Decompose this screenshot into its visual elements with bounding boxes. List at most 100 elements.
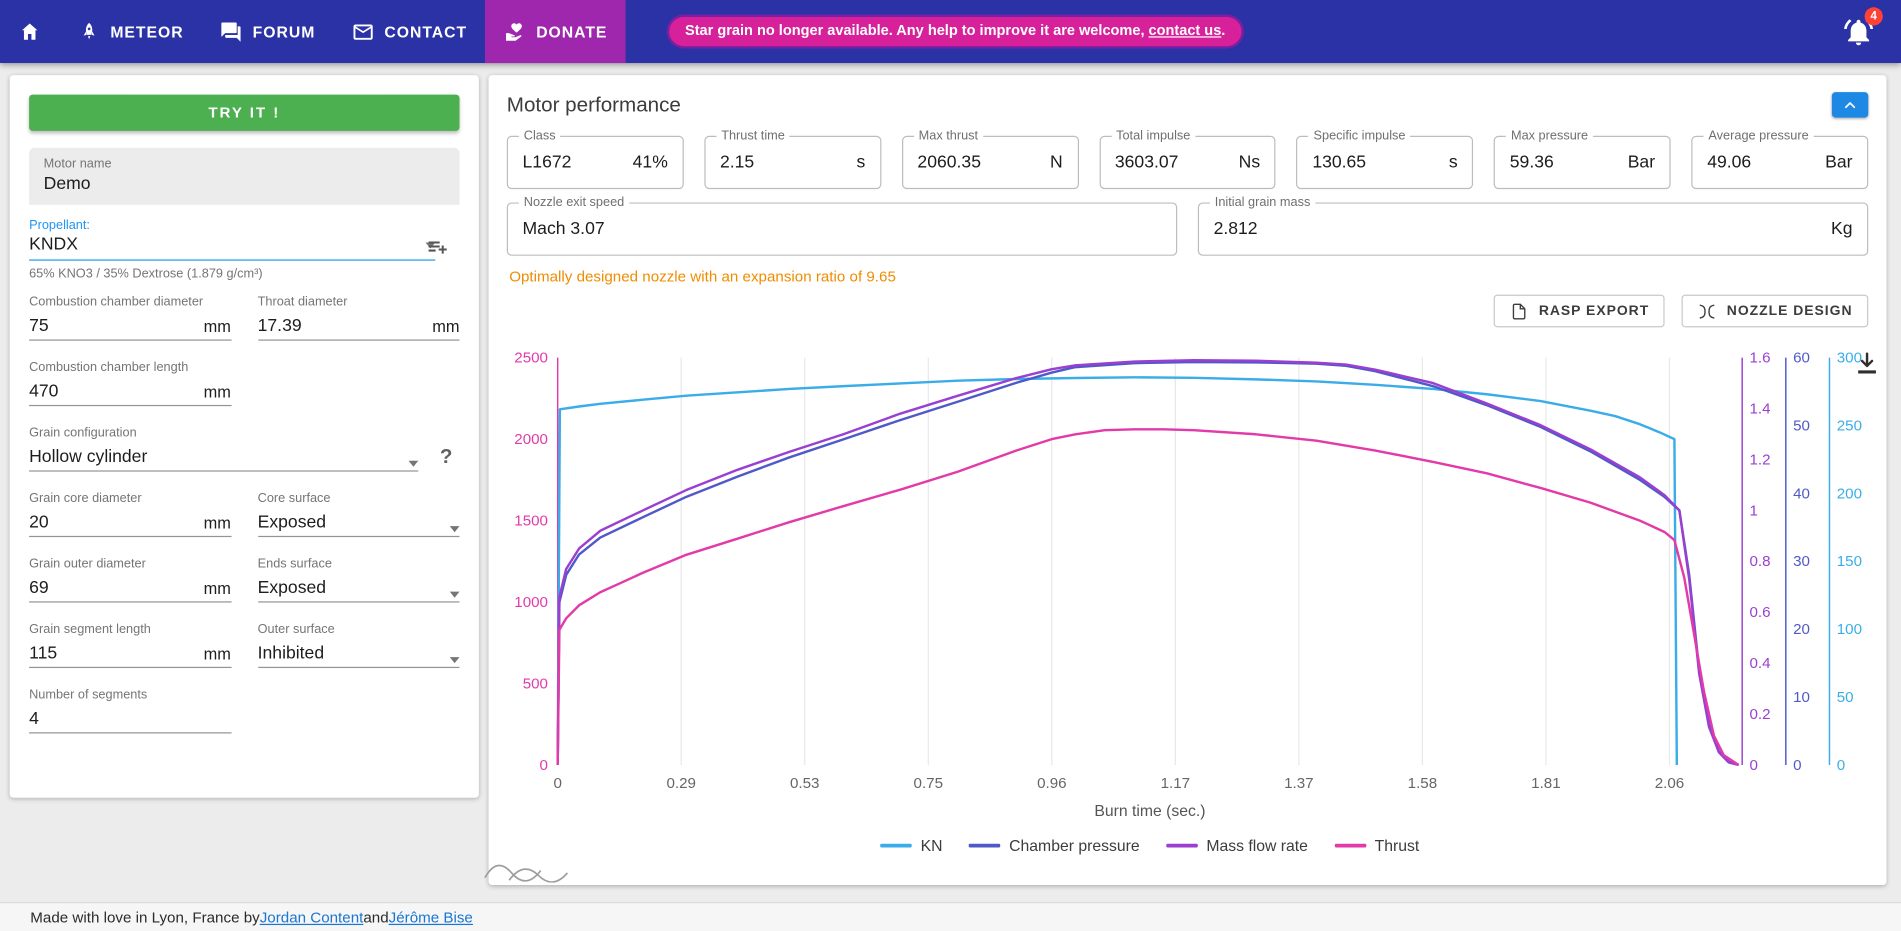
svg-text:1000: 1000 (514, 594, 548, 611)
field-value: L1672 (522, 152, 572, 173)
core-surface-select[interactable]: Core surface Exposed (257, 491, 460, 538)
field-value: 2.812 (1213, 219, 1258, 239)
perf-field-max-thrust: Max thrust 2060.35 N (901, 128, 1079, 190)
rasp-export-button[interactable]: RASP EXPORT (1493, 294, 1665, 328)
footer-link-jordan[interactable]: Jordan Content (259, 908, 364, 926)
collapse-performance-button[interactable] (1831, 92, 1869, 118)
motor-config-panel: TRY IT ! Motor name Demo Propellant: KND… (9, 75, 479, 798)
svg-text:1: 1 (1749, 502, 1757, 519)
segment-length-field[interactable]: Grain segment length 115 mm (29, 621, 231, 669)
legend-swatch (880, 843, 913, 848)
svg-text:500: 500 (523, 675, 548, 692)
field-label: Specific impulse (1308, 128, 1411, 144)
svg-text:100: 100 (1837, 621, 1862, 638)
nav-contact[interactable]: CONTACT (334, 0, 486, 63)
legend-item-thrust[interactable]: Thrust (1334, 837, 1419, 855)
field-label: Grain segment length (29, 621, 151, 637)
svg-text:10: 10 (1793, 689, 1810, 706)
outer-diameter-field[interactable]: Grain outer diameter 69 mm (29, 556, 231, 603)
field-label: Max thrust (913, 128, 983, 144)
grain-config-select[interactable]: Grain configuration Hollow cylinder (29, 426, 419, 472)
field-value: Mach 3.07 (522, 219, 605, 239)
field-value: Exposed (257, 512, 327, 533)
nav-donate[interactable]: DONATE (485, 0, 626, 64)
chart-download-icon[interactable] (1854, 350, 1881, 377)
propellant-list-icon[interactable] (426, 236, 450, 260)
donate-hand-heart-icon (506, 22, 523, 41)
legend-item-mass-flow-rate[interactable]: Mass flow rate (1166, 837, 1308, 855)
legend-item-chamber-pressure[interactable]: Chamber pressure (969, 837, 1140, 855)
nozzle-design-button[interactable]: NOZZLE DESIGN (1681, 294, 1869, 328)
field-value: 17.39 (257, 316, 302, 336)
nozzle-note: Optimally designed nozzle with an expans… (509, 267, 896, 285)
banner-text: Star grain no longer available. Any help… (685, 22, 1149, 40)
field-suffix: Bar (1627, 152, 1656, 173)
field-unit: mm (203, 383, 231, 402)
announcement-banner: Star grain no longer available. Any help… (666, 14, 1244, 49)
segments-field[interactable]: Number of segments 4 (29, 687, 231, 734)
field-suffix: s (1448, 152, 1458, 173)
svg-text:50: 50 (1837, 689, 1854, 706)
field-label: Core surface (257, 491, 331, 506)
try-it-button[interactable]: TRY IT ! (29, 94, 460, 131)
outer-surface-select[interactable]: Outer surface Inhibited (257, 622, 460, 669)
field-label: Grain core diameter (29, 491, 142, 506)
core-diameter-field[interactable]: Grain core diameter 20 mm (29, 491, 231, 538)
propellant-description: 65% KNO3 / 35% Dextrose (1.879 g/cm³) (29, 266, 263, 282)
chamber-diameter-field[interactable]: Combustion chamber diameter 75 mm (29, 295, 231, 341)
nav-donate-label: DONATE (536, 22, 608, 41)
field-suffix: Bar (1825, 152, 1853, 173)
svg-text:1500: 1500 (514, 512, 548, 529)
field-suffix: N (1050, 152, 1063, 173)
notifications-button[interactable]: 4 (1843, 7, 1883, 48)
throat-diameter-field[interactable]: Throat diameter 17.39 mm (257, 294, 460, 341)
home-icon (22, 22, 38, 40)
legend-item-kn[interactable]: KN (880, 836, 943, 855)
legend-swatch (969, 843, 1001, 848)
svg-text:1.81: 1.81 (1531, 775, 1560, 792)
page-title: Motor performance (506, 92, 681, 116)
chamber-length-field[interactable]: Combustion chamber length 470 mm (29, 360, 231, 407)
nav-forum-label: FORUM (252, 22, 316, 41)
field-unit: mm (203, 579, 231, 598)
svg-text:20: 20 (1793, 621, 1810, 638)
footer-link-jerome[interactable]: Jérôme Bise (388, 908, 473, 926)
perf-field-thrust-time: Thrust time 2.15 s (704, 128, 882, 190)
svg-text:2.06: 2.06 (1655, 775, 1684, 792)
grain-config-help-icon[interactable]: ? (439, 444, 453, 468)
legend-label: Mass flow rate (1206, 836, 1308, 855)
nav-forum[interactable]: FORUM (202, 0, 334, 63)
top-navbar: METEOR FORUM CONTACT DONATE Star grain n… (0, 0, 1901, 64)
nav-meteor[interactable]: METEOR (59, 0, 201, 63)
field-label: Max pressure (1506, 128, 1593, 144)
field-value: 2060.35 (917, 152, 981, 173)
rasp-export-label: RASP EXPORT (1538, 303, 1650, 319)
notification-badge: 4 (1864, 7, 1883, 26)
footer: Made with love in Lyon, France by Jordan… (0, 902, 1901, 931)
svg-text:40: 40 (1793, 485, 1810, 502)
svg-text:250: 250 (1837, 417, 1862, 434)
ends-surface-select[interactable]: Ends surface Exposed (257, 556, 460, 603)
chart-legend: KN Chamber pressure Mass flow rate Thrust (558, 837, 1742, 855)
propellant-select[interactable]: KNDX (29, 235, 436, 261)
motor-name-field[interactable]: Motor name Demo (29, 147, 460, 205)
field-unit: mm (203, 317, 231, 336)
chevron-down-icon (449, 657, 460, 664)
field-label: Throat diameter (257, 294, 348, 310)
chevron-up-icon (1844, 101, 1856, 108)
field-value: Inhibited (257, 643, 325, 664)
contact-us-link[interactable]: contact us (1148, 22, 1222, 40)
nozzle-design-label: NOZZLE DESIGN (1726, 303, 1853, 319)
svg-text:150: 150 (1837, 553, 1862, 570)
contact-mail-icon (353, 23, 373, 40)
svg-text:1.6: 1.6 (1749, 349, 1770, 366)
svg-text:0: 0 (1837, 757, 1845, 774)
motor-name-value: Demo (43, 174, 91, 194)
field-value: 115 (29, 643, 58, 664)
legend-label: KN (920, 836, 943, 855)
performance-chart[interactable]: 0500100015002000250000.20.40.60.811.21.4… (489, 343, 1887, 828)
field-value: 20 (29, 512, 49, 533)
legend-swatch (1166, 843, 1198, 848)
nav-home[interactable] (0, 0, 59, 63)
svg-text:0: 0 (1749, 757, 1757, 774)
